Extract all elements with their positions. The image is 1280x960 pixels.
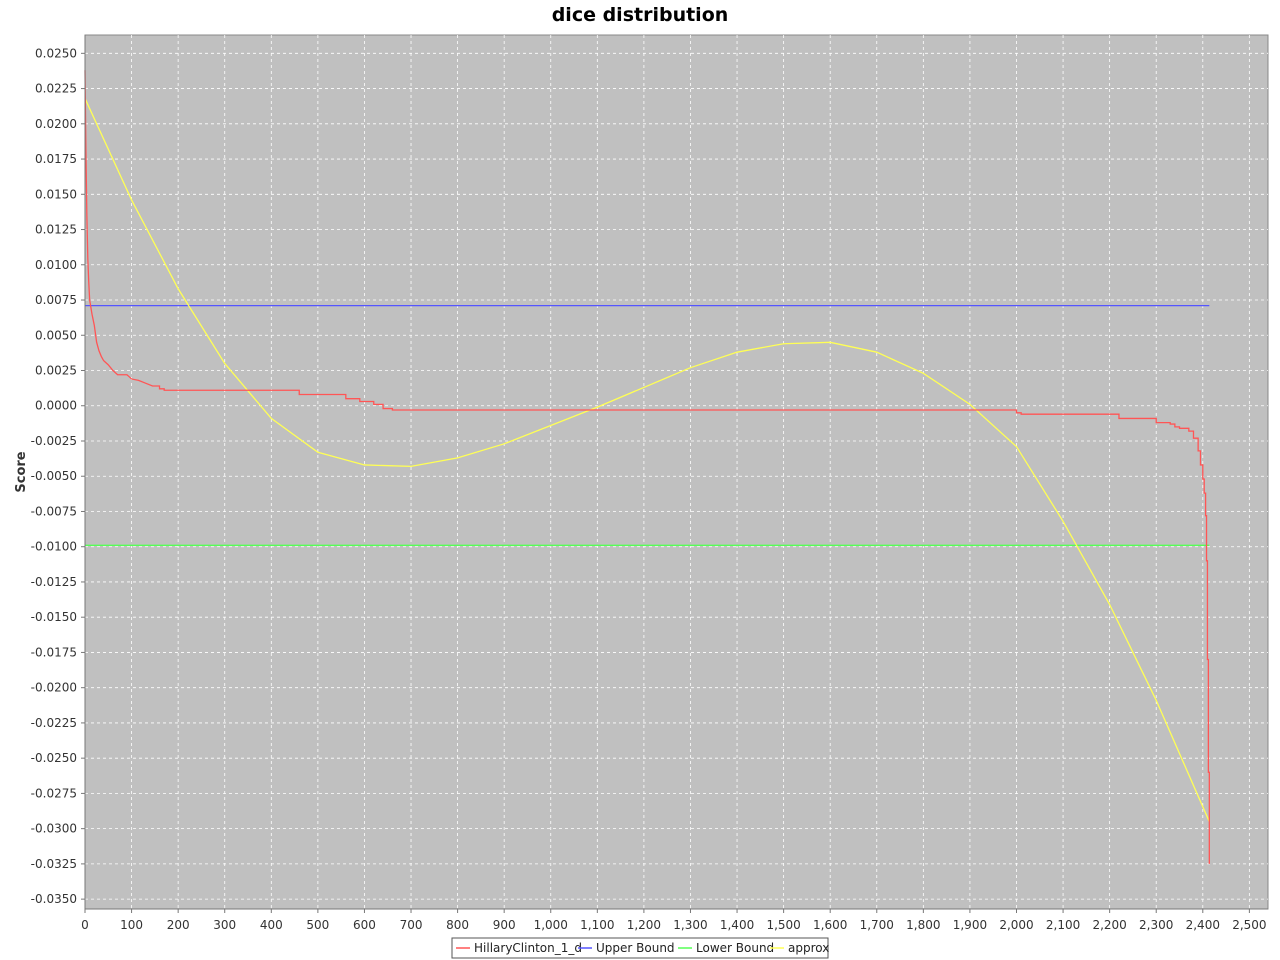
x-tick-label: 1,700 — [860, 918, 894, 932]
y-tick-label: 0.0250 — [35, 46, 77, 60]
legend: HillaryClinton_1_d Upper Bound Lower Bound… — [451, 937, 829, 959]
y-tick-label: -0.0325 — [31, 857, 77, 871]
y-tick-label: -0.0300 — [31, 822, 77, 836]
x-tick-label: 2,300 — [1139, 918, 1173, 932]
x-tick-label: 900 — [493, 918, 516, 932]
grid-lines — [84, 35, 1268, 909]
x-tick-label: 600 — [353, 918, 376, 932]
x-tick-label: 1,500 — [766, 918, 800, 932]
x-tick-label: 1,900 — [953, 918, 987, 932]
series-lines — [84, 70, 1210, 864]
legend-items: HillaryClinton_1_d Upper Bound Lower Bound… — [456, 941, 829, 955]
x-tick-label: 2,500 — [1232, 918, 1266, 932]
y-tick-label: 0.0025 — [35, 364, 77, 378]
series-line-hillaryclinton-1-d — [84, 70, 1210, 864]
y-tick-label: -0.0150 — [31, 610, 77, 624]
x-tick-label: 1,300 — [673, 918, 707, 932]
x-tick-label: 500 — [306, 918, 329, 932]
x-tick-label: 1,400 — [720, 918, 754, 932]
x-axis-ticks: 0 100 200 300 400 500 600 700 800 900 1,000 1,100 1,… — [81, 909, 1267, 932]
plot-area — [84, 34, 1269, 910]
series-line-approx — [84, 98, 1210, 822]
x-tick-label: 1,200 — [627, 918, 661, 932]
x-tick-label: 1,100 — [580, 918, 614, 932]
x-tick-label: 2,100 — [1046, 918, 1080, 932]
y-tick-label: 0.0075 — [35, 293, 77, 307]
x-tick-label: 300 — [213, 918, 236, 932]
x-tick-label: 400 — [260, 918, 283, 932]
y-tick-label: 0.0150 — [35, 187, 77, 201]
y-tick-label: 0.0000 — [35, 399, 77, 413]
y-tick-label: 0.0225 — [35, 82, 77, 96]
y-tick-label: 0.0050 — [35, 328, 77, 342]
legend-label: approx — [788, 941, 829, 955]
y-tick-label: -0.0025 — [31, 434, 77, 448]
legend-label: Upper Bound — [596, 941, 675, 955]
y-axis-ticks: 0.0250 0.0225 0.0200 0.0175 0.0150 0.0125 0.01… — [31, 46, 85, 906]
x-tick-label: 100 — [120, 918, 143, 932]
y-tick-label: -0.0100 — [31, 540, 77, 554]
x-tick-label: 800 — [446, 918, 469, 932]
x-tick-label: 1,600 — [813, 918, 847, 932]
y-tick-label: -0.0050 — [31, 469, 77, 483]
x-tick-label: 2,400 — [1186, 918, 1220, 932]
y-tick-label: -0.0175 — [31, 645, 77, 659]
legend-label: Lower Bound — [696, 941, 774, 955]
y-tick-label: -0.0250 — [31, 751, 77, 765]
legend-label: HillaryClinton_1_d — [474, 941, 582, 955]
y-tick-label: 0.0200 — [35, 117, 77, 131]
chart-title: dice distribution — [552, 4, 729, 26]
x-tick-label: 1,800 — [906, 918, 940, 932]
x-tick-label: 1,000 — [534, 918, 568, 932]
y-tick-label: -0.0200 — [31, 681, 77, 695]
y-tick-label: -0.0125 — [31, 575, 77, 589]
legend-box — [451, 937, 829, 959]
y-tick-label: 0.0175 — [35, 152, 77, 166]
x-tick-label: 0 — [81, 918, 89, 932]
y-tick-label: -0.0350 — [31, 892, 77, 906]
y-tick-label: 0.0100 — [35, 258, 77, 272]
y-tick-label: 0.0125 — [35, 223, 77, 237]
y-tick-label: -0.0075 — [31, 504, 77, 518]
x-tick-label: 200 — [167, 918, 190, 932]
x-tick-label: 2,200 — [1092, 918, 1126, 932]
y-tick-label: -0.0225 — [31, 716, 77, 730]
y-axis-label: Score — [14, 451, 29, 492]
y-tick-label: -0.0275 — [31, 786, 77, 800]
x-tick-label: 2,000 — [999, 918, 1033, 932]
x-tick-label: 700 — [400, 918, 423, 932]
